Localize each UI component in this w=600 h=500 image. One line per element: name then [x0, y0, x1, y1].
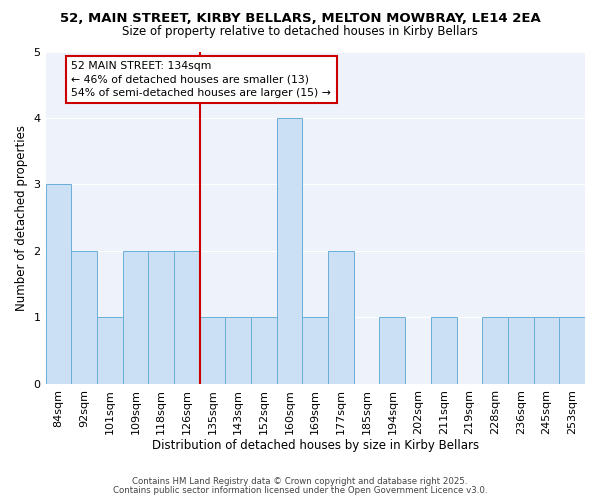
Text: Size of property relative to detached houses in Kirby Bellars: Size of property relative to detached ho…	[122, 25, 478, 38]
Bar	[559, 318, 585, 384]
Bar	[251, 318, 277, 384]
Text: 52 MAIN STREET: 134sqm
← 46% of detached houses are smaller (13)
54% of semi-det: 52 MAIN STREET: 134sqm ← 46% of detached…	[71, 62, 331, 98]
Bar	[482, 318, 508, 384]
Bar	[122, 251, 148, 384]
Bar	[200, 318, 226, 384]
Bar	[277, 118, 302, 384]
Bar	[431, 318, 457, 384]
Bar	[174, 251, 200, 384]
Bar	[148, 251, 174, 384]
Text: Contains public sector information licensed under the Open Government Licence v3: Contains public sector information licen…	[113, 486, 487, 495]
Y-axis label: Number of detached properties: Number of detached properties	[15, 124, 28, 310]
Bar	[71, 251, 97, 384]
Bar	[302, 318, 328, 384]
Bar	[328, 251, 354, 384]
Bar	[46, 184, 71, 384]
Bar	[508, 318, 533, 384]
Bar	[533, 318, 559, 384]
Text: 52, MAIN STREET, KIRBY BELLARS, MELTON MOWBRAY, LE14 2EA: 52, MAIN STREET, KIRBY BELLARS, MELTON M…	[59, 12, 541, 26]
X-axis label: Distribution of detached houses by size in Kirby Bellars: Distribution of detached houses by size …	[152, 440, 479, 452]
Bar	[226, 318, 251, 384]
Text: Contains HM Land Registry data © Crown copyright and database right 2025.: Contains HM Land Registry data © Crown c…	[132, 477, 468, 486]
Bar	[97, 318, 122, 384]
Bar	[379, 318, 405, 384]
